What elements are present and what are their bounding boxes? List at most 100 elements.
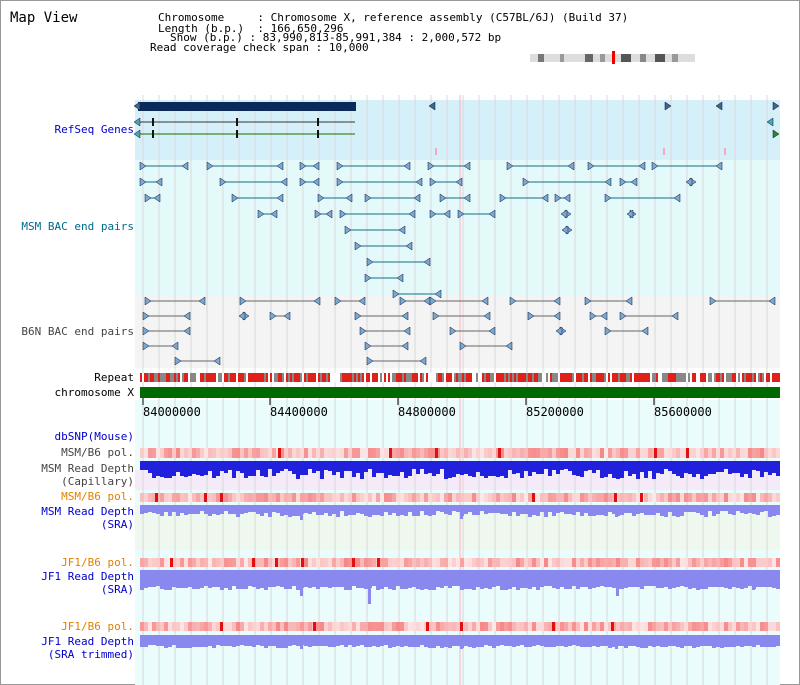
depth-bar bbox=[356, 505, 360, 513]
pol-cell bbox=[328, 493, 332, 502]
pol-cell bbox=[498, 448, 501, 458]
pol-cell bbox=[432, 558, 436, 567]
depth-bar bbox=[368, 570, 371, 604]
pol-cell bbox=[508, 558, 512, 567]
depth-bar bbox=[704, 570, 708, 589]
depth-bar bbox=[732, 570, 736, 587]
pol-cell bbox=[164, 622, 168, 631]
pol-cell bbox=[332, 622, 336, 631]
bac-end-marker bbox=[270, 209, 278, 219]
depth-bar bbox=[432, 505, 436, 515]
pol-cell bbox=[348, 493, 352, 502]
pol-cell bbox=[776, 448, 780, 458]
repeat-segment bbox=[742, 373, 744, 382]
bac-end-marker bbox=[313, 296, 321, 306]
repeat-segment bbox=[524, 373, 526, 382]
depth-bar bbox=[428, 461, 432, 473]
track-label-b6n-bac[interactable]: B6N BAC end pairs bbox=[21, 325, 134, 338]
track-label-dbsnp[interactable]: dbSNP(Mouse) bbox=[54, 430, 134, 443]
pol-cell bbox=[696, 622, 700, 631]
pol-cell bbox=[264, 558, 268, 567]
depth-bar bbox=[152, 635, 156, 645]
depth-bar bbox=[608, 461, 612, 474]
pol-cell bbox=[460, 558, 464, 567]
depth-bar bbox=[776, 635, 780, 646]
pol-cell bbox=[184, 558, 188, 567]
depth-bar bbox=[392, 635, 396, 647]
repeat-segment bbox=[206, 373, 208, 382]
repeat-segment bbox=[556, 373, 558, 382]
track-label-refseq[interactable]: RefSeq Genes bbox=[54, 123, 134, 136]
pol-cell bbox=[728, 622, 732, 631]
bac-end-marker bbox=[567, 161, 575, 171]
repeat-segment bbox=[174, 373, 176, 382]
pol-cell bbox=[516, 622, 520, 631]
pol-cell bbox=[468, 558, 472, 567]
pol-cell bbox=[212, 448, 216, 458]
pol-cell bbox=[344, 622, 348, 631]
pol-cell bbox=[724, 493, 728, 502]
pol-cell bbox=[576, 448, 580, 458]
depth-bar bbox=[160, 461, 164, 477]
pol-cell bbox=[596, 622, 600, 631]
bac-end-marker bbox=[359, 326, 367, 336]
bac-end-marker bbox=[499, 193, 507, 203]
pol-cell bbox=[512, 558, 516, 567]
refseq-gene-arrow bbox=[133, 129, 141, 139]
depth-bar bbox=[332, 570, 336, 587]
pol-cell bbox=[480, 448, 484, 458]
depth-bar bbox=[344, 570, 348, 590]
pol-cell bbox=[392, 558, 396, 567]
pol-cell bbox=[680, 558, 684, 567]
depth-bar bbox=[276, 461, 280, 473]
depth-bar bbox=[172, 461, 176, 476]
depth-bar bbox=[304, 505, 308, 513]
pol-cell bbox=[332, 558, 336, 567]
pol-cell bbox=[604, 448, 608, 458]
repeat-segment bbox=[316, 373, 318, 382]
repeat-segment bbox=[420, 373, 422, 382]
repeat-segment bbox=[572, 373, 574, 382]
depth-bar bbox=[184, 635, 188, 648]
pol-cell bbox=[244, 493, 248, 502]
depth-bar bbox=[316, 635, 320, 646]
pol-cell bbox=[168, 622, 172, 631]
repeat-segment bbox=[692, 373, 694, 382]
track-label-msm-bac[interactable]: MSM BAC end pairs bbox=[21, 220, 134, 233]
depth-bar bbox=[604, 570, 608, 587]
repeat-segment bbox=[242, 373, 244, 382]
depth-bar bbox=[344, 461, 348, 471]
depth-bar bbox=[224, 635, 228, 646]
repeat-segment bbox=[722, 373, 724, 382]
depth-bar bbox=[404, 461, 408, 478]
depth-bar bbox=[444, 635, 448, 647]
pol-cell bbox=[596, 493, 600, 502]
depth-bar bbox=[220, 570, 224, 590]
pol-cell bbox=[632, 622, 636, 631]
depth-bar bbox=[240, 635, 244, 645]
pol-cell bbox=[760, 448, 764, 458]
depth-bar bbox=[532, 570, 536, 587]
b6n-bac-end-pairs[interactable] bbox=[142, 296, 776, 366]
pol-cell bbox=[604, 558, 608, 567]
depth-bar bbox=[432, 461, 436, 476]
repeat-segment bbox=[636, 373, 638, 382]
pol-cell bbox=[408, 622, 412, 631]
repeat-segment bbox=[378, 373, 380, 382]
pol-cell bbox=[248, 493, 252, 502]
repeat-segment bbox=[730, 373, 732, 382]
repeat-segment bbox=[354, 373, 356, 382]
pol-cell bbox=[368, 622, 372, 631]
repeat-segment bbox=[772, 373, 774, 382]
pol-cell bbox=[164, 558, 168, 567]
bac-end-marker bbox=[715, 161, 723, 171]
depth-bar bbox=[240, 461, 244, 473]
pol-cell bbox=[632, 448, 636, 458]
pol-cell bbox=[280, 493, 284, 502]
msm-bac-end-pairs[interactable] bbox=[139, 161, 723, 299]
depth-bar bbox=[328, 461, 332, 471]
depth-bar bbox=[596, 505, 600, 515]
depth-bar bbox=[628, 505, 632, 513]
pol-cell bbox=[680, 448, 684, 458]
